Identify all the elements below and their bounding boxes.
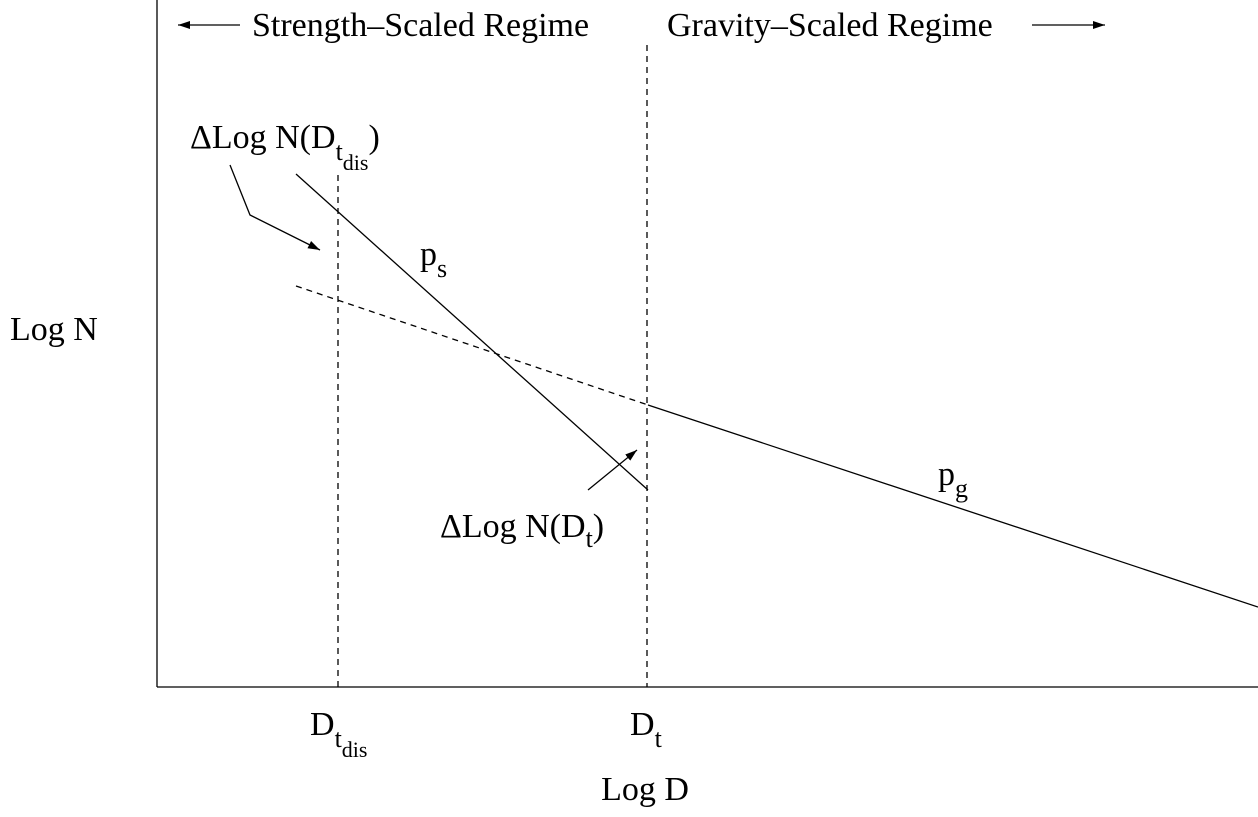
regime-label: Strength–Scaled Regime [252,7,589,44]
strength-line [295,173,649,491]
annotation-arrow [229,164,321,251]
subscript: t [336,137,344,166]
annotation-arrow [587,449,638,491]
x-axis-label: Log D [601,771,689,808]
text: ΔLog N(D [190,119,336,156]
annotation: ΔLog N(Dtdis) [190,119,380,175]
tick-label: Dt [630,706,663,753]
slope-label: ps [420,236,447,283]
subscript: dis [342,737,368,762]
tick-label: Dtdis [310,706,367,762]
gravity-line [647,404,1258,608]
symbol: p [938,456,955,493]
subscript: g [955,474,968,503]
y-axis-label: Log N [10,311,98,348]
text: ΔLog N(D [440,508,586,545]
symbol: D [630,706,655,743]
text: ) [593,508,604,545]
subscript: t [655,724,663,753]
subscript: dis [343,150,369,175]
text: ) [368,119,379,156]
regime-label: Gravity–Scaled Regime [667,7,993,44]
annotation: ΔLog N(Dt) [440,508,604,553]
subscript: s [437,254,447,283]
subscript: t [586,524,594,553]
symbol: p [420,236,437,273]
gravity-extension [295,285,649,406]
slope-label: pg [938,456,968,503]
subscript: t [335,724,343,753]
symbol: D [310,706,335,743]
